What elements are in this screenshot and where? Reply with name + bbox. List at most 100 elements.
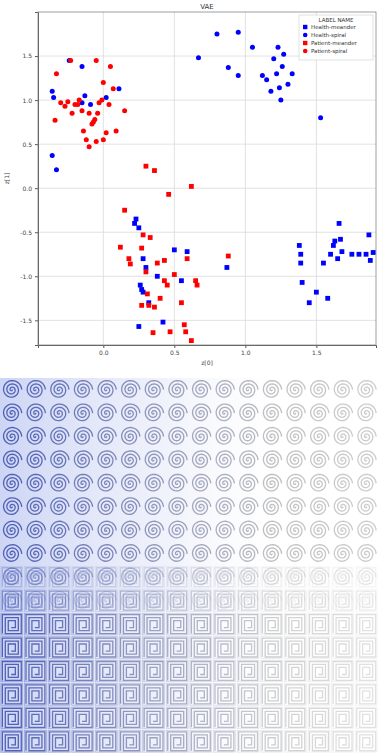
meander-shape: [26, 732, 45, 751]
meander-frame: [332, 613, 354, 635]
spiral-shape: [334, 451, 352, 468]
image-tile: [308, 613, 330, 635]
meander-frame: [332, 707, 354, 729]
point: [298, 252, 303, 257]
meander-frame: [143, 590, 165, 612]
spiral-shape: [287, 474, 305, 491]
image-tile: [216, 474, 234, 491]
image-tile: [4, 545, 22, 562]
image-tile: [237, 566, 259, 588]
legend-symbol: [303, 25, 307, 29]
meander-shape: [97, 662, 116, 681]
image-tile: [284, 613, 306, 635]
point: [94, 58, 99, 63]
image-tile: [193, 545, 211, 562]
image-tile: [4, 381, 22, 398]
meander-frame: [308, 660, 330, 682]
meander-frame: [48, 660, 70, 682]
image-tile: [237, 660, 259, 682]
image-tile: [51, 451, 69, 468]
image-tile: [284, 731, 306, 753]
tick: 0.5: [170, 345, 180, 356]
meander-frame: [166, 613, 188, 635]
image-tile: [263, 404, 281, 421]
image-tile: [98, 427, 116, 444]
image-tile: [48, 707, 70, 729]
image-tile: [74, 381, 92, 398]
tick-label: 0.5: [22, 141, 32, 148]
meander-shape: [286, 732, 305, 751]
meander-frame: [72, 613, 94, 635]
image-tile: [263, 451, 281, 468]
point: [152, 305, 157, 310]
meander-shape: [73, 732, 92, 751]
image-tile: [284, 590, 306, 612]
meander-frame: [166, 684, 188, 706]
meander-shape: [26, 568, 45, 587]
meander-shape: [168, 732, 187, 751]
spiral-shape: [122, 427, 140, 444]
image-tile: [48, 590, 70, 612]
image-tile: [358, 474, 376, 491]
image-tile: [25, 707, 47, 729]
spiral-shape: [74, 498, 92, 515]
spiral-shape: [169, 427, 187, 444]
meander-shape: [191, 708, 210, 727]
meander-shape: [286, 591, 305, 610]
meander-frame: [284, 731, 306, 753]
meander-frame: [95, 707, 117, 729]
grid-line-y: [38, 232, 376, 233]
point: [189, 184, 194, 189]
meander-shape: [120, 708, 139, 727]
meander-shape: [262, 708, 281, 727]
spiral-shape: [240, 474, 258, 491]
spiral-shape: [51, 474, 69, 491]
spiral-shape: [216, 498, 234, 515]
image-tile: [119, 637, 141, 659]
meander-frame: [119, 566, 141, 588]
meander-frame: [261, 590, 283, 612]
spiral-shape: [193, 521, 211, 538]
image-tile: [4, 427, 22, 444]
image-tile: [358, 427, 376, 444]
meander-frame: [48, 731, 70, 753]
meander-frame: [237, 660, 259, 682]
spiral-shape: [358, 521, 376, 538]
point: [280, 64, 285, 69]
image-tile: [287, 545, 305, 562]
spiral-shape: [263, 427, 281, 444]
meander-shape: [286, 685, 305, 704]
image-tile: [216, 521, 234, 538]
spiral-shape: [240, 521, 258, 538]
spiral-shape: [240, 427, 258, 444]
meander-frame: [332, 590, 354, 612]
image-tile: [72, 637, 94, 659]
image-tile: [74, 521, 92, 538]
meander-shape: [26, 708, 45, 727]
meander-frame: [214, 590, 236, 612]
legend-symbol: [303, 41, 307, 45]
meander-shape: [262, 568, 281, 587]
image-tile: [216, 498, 234, 515]
point: [337, 221, 342, 226]
meander-frame: [190, 684, 212, 706]
meander-frame: [72, 731, 94, 753]
spiral-shape: [311, 498, 329, 515]
point: [325, 296, 330, 301]
meander-shape: [97, 591, 116, 610]
meander-frame: [95, 566, 117, 588]
point: [65, 99, 70, 104]
image-tile: [166, 590, 188, 612]
meander-frame: [308, 731, 330, 753]
spiral-shape: [263, 381, 281, 398]
image-tile: [95, 660, 117, 682]
point: [250, 45, 255, 50]
spiral-shape: [287, 381, 305, 398]
spiral-shape: [358, 381, 376, 398]
image-tile: [358, 498, 376, 515]
point: [274, 71, 279, 76]
meander-shape: [168, 591, 187, 610]
meander-shape: [191, 732, 210, 751]
meander-frame: [308, 590, 330, 612]
meander-frame: [143, 613, 165, 635]
